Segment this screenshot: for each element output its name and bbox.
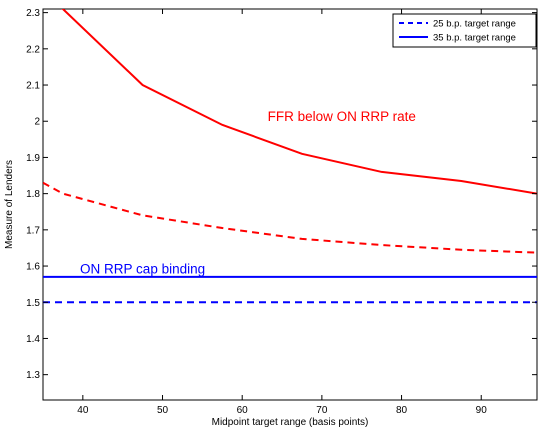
x-tick-label: 60 — [237, 405, 249, 416]
legend-label-25bp: 25 b.p. target range — [433, 19, 516, 30]
legend: 25 b.p. target range 35 b.p. target rang… — [392, 13, 537, 48]
series-line-0 — [61, 9, 537, 195]
y-tick-label: 1.6 — [26, 262, 40, 273]
series-line-1 — [43, 181, 537, 254]
y-tick-label: 1.8 — [26, 189, 40, 200]
y-tick-label: 1.3 — [26, 370, 40, 381]
x-axis-title: Midpoint target range (basis points) — [212, 417, 369, 428]
y-tick-label: 2.2 — [26, 44, 40, 55]
plot-area — [42, 8, 538, 401]
x-tick-label: 70 — [316, 405, 328, 416]
legend-label-35bp: 35 b.p. target range — [433, 33, 516, 44]
tick-layer: 40 50 60 70 80 90 1.3 1.4 1.5 1.6 1.7 1.8 1.9 2 2.1 2.2… — [26, 8, 537, 416]
series-layer — [43, 9, 537, 304]
y-tick-label: 2.1 — [26, 81, 40, 92]
x-tick-label: 90 — [476, 405, 488, 416]
annotation-layer: FFR below ON RRP rate ON RRP cap binding — [80, 109, 416, 276]
y-tick-label: 1.7 — [26, 225, 40, 236]
x-tick-label: 40 — [77, 405, 89, 416]
annotation-1: ON RRP cap binding — [80, 261, 205, 276]
annotation-0: FFR below ON RRP rate — [268, 109, 416, 124]
legend-box — [392, 13, 537, 48]
x-tick-label: 80 — [396, 405, 408, 416]
y-tick-label: 1.5 — [26, 298, 40, 309]
y-axis-title: Measure of Lenders — [4, 160, 15, 249]
x-tick-label: 50 — [157, 405, 169, 416]
y-tick-label: 1.4 — [26, 334, 40, 345]
y-tick-label: 1.9 — [26, 153, 40, 164]
y-tick-label: 2.3 — [26, 8, 40, 19]
y-tick-label: 2 — [34, 117, 40, 128]
